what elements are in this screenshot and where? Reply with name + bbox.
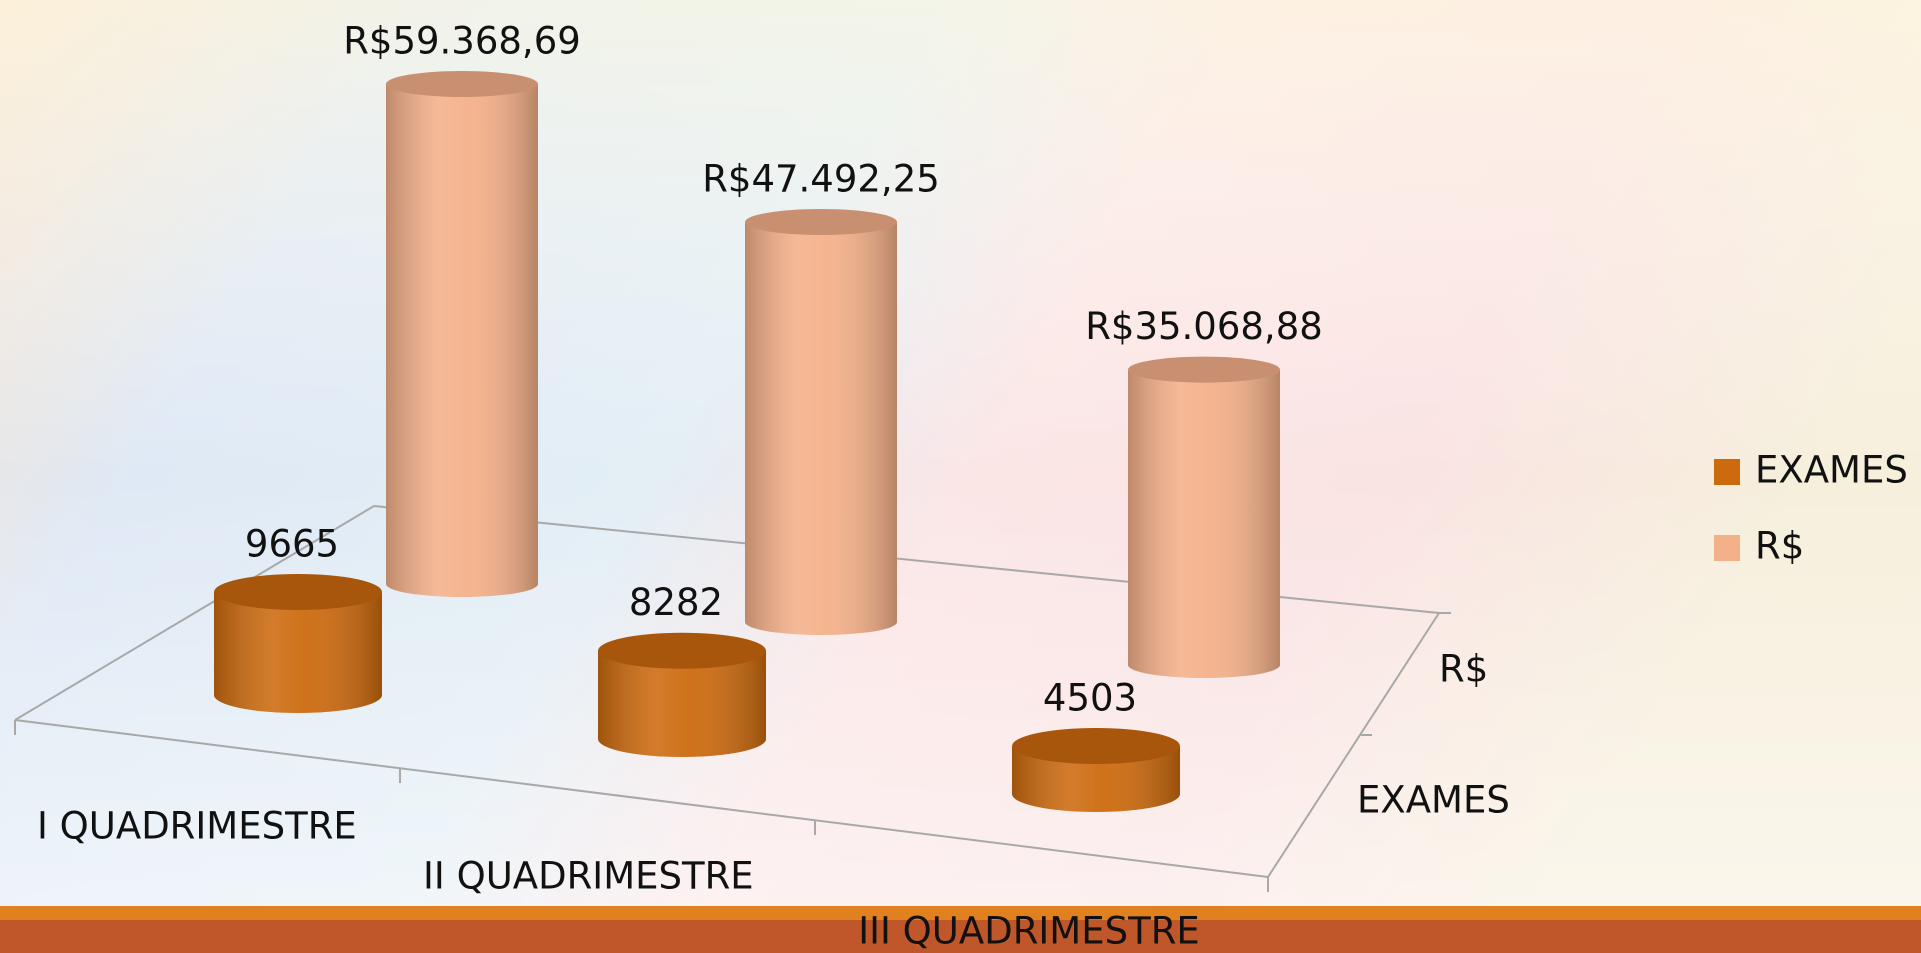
depth-label: R$ <box>1439 648 1488 691</box>
cylinder-top <box>386 71 538 97</box>
cylinder-top-shade <box>745 209 897 236</box>
legend-swatch <box>1714 535 1740 561</box>
data-label: 4503 <box>1043 677 1137 720</box>
cylinder-shade <box>1012 746 1180 812</box>
cylinder-top <box>598 632 766 669</box>
legend-label: R$ <box>1755 525 1804 568</box>
footer-bar <box>0 920 1921 953</box>
x-tick-label: III QUADRIMESTRE <box>858 910 1200 953</box>
cylinder-shade <box>214 592 382 713</box>
cylinder-shade <box>598 650 766 757</box>
cylinder-top <box>1012 728 1180 765</box>
x-tick-label: II QUADRIMESTRE <box>423 855 754 898</box>
data-label: R$35.068,88 <box>1085 305 1323 348</box>
floor <box>14 504 1451 892</box>
data-label: R$59.368,69 <box>343 20 581 63</box>
plot: R$59.368,69 R$47.492,25 R$35.068,88 9665 828… <box>214 20 1323 812</box>
depth-label: EXAMES <box>1357 779 1510 822</box>
floor-front <box>14 719 1269 878</box>
cylinder-shade <box>745 222 897 635</box>
data-label: R$47.492,25 <box>702 158 940 201</box>
cylinder-top-shade <box>214 574 382 610</box>
footer-stripe <box>0 906 1921 920</box>
cylinder-top <box>745 209 897 236</box>
cylinder-shade <box>386 84 538 597</box>
data-label: 8282 <box>629 581 723 624</box>
floor-side <box>1267 612 1440 878</box>
cylinder-top <box>214 574 382 610</box>
cylinder-top <box>1128 356 1280 383</box>
x-tick-label: I QUADRIMESTRE <box>37 805 357 848</box>
legend-label: EXAMES <box>1755 449 1908 492</box>
data-label: 9665 <box>245 523 339 566</box>
cylinder-top-shade <box>386 71 538 97</box>
legend-swatch <box>1714 459 1740 485</box>
cylinder-top-shade <box>598 632 766 669</box>
cylinder-top-shade <box>1128 356 1280 383</box>
floor-back <box>14 504 1440 721</box>
cylinder-top-shade <box>1012 728 1180 765</box>
cylinder-shade <box>1128 369 1280 678</box>
